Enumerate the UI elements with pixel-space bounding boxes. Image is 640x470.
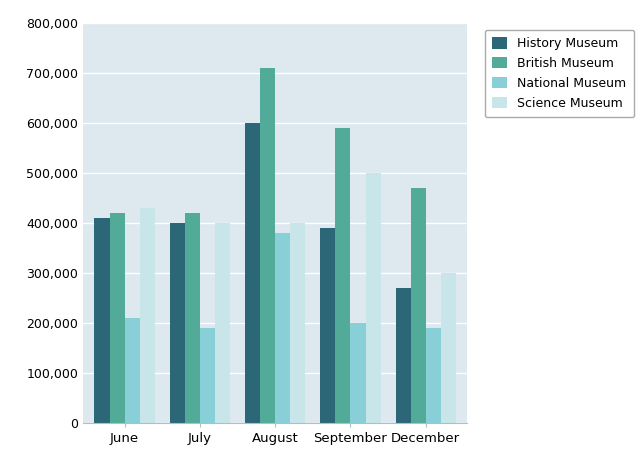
Bar [365, 173, 381, 423]
Bar [275, 233, 291, 423]
Bar [351, 323, 365, 423]
Bar [396, 288, 411, 423]
Bar [200, 328, 215, 423]
Bar [185, 213, 200, 423]
Bar [291, 223, 305, 423]
Bar [411, 188, 426, 423]
Bar [335, 128, 351, 423]
Bar [441, 273, 456, 423]
Bar [140, 208, 155, 423]
Bar [245, 123, 260, 423]
Bar [215, 223, 230, 423]
Legend: History Museum, British Museum, National Museum, Science Museum: History Museum, British Museum, National… [485, 30, 634, 118]
Bar [260, 69, 275, 423]
Bar [321, 228, 335, 423]
Bar [170, 223, 185, 423]
Bar [95, 218, 109, 423]
Bar [125, 318, 140, 423]
Bar [109, 213, 125, 423]
Bar [426, 328, 441, 423]
